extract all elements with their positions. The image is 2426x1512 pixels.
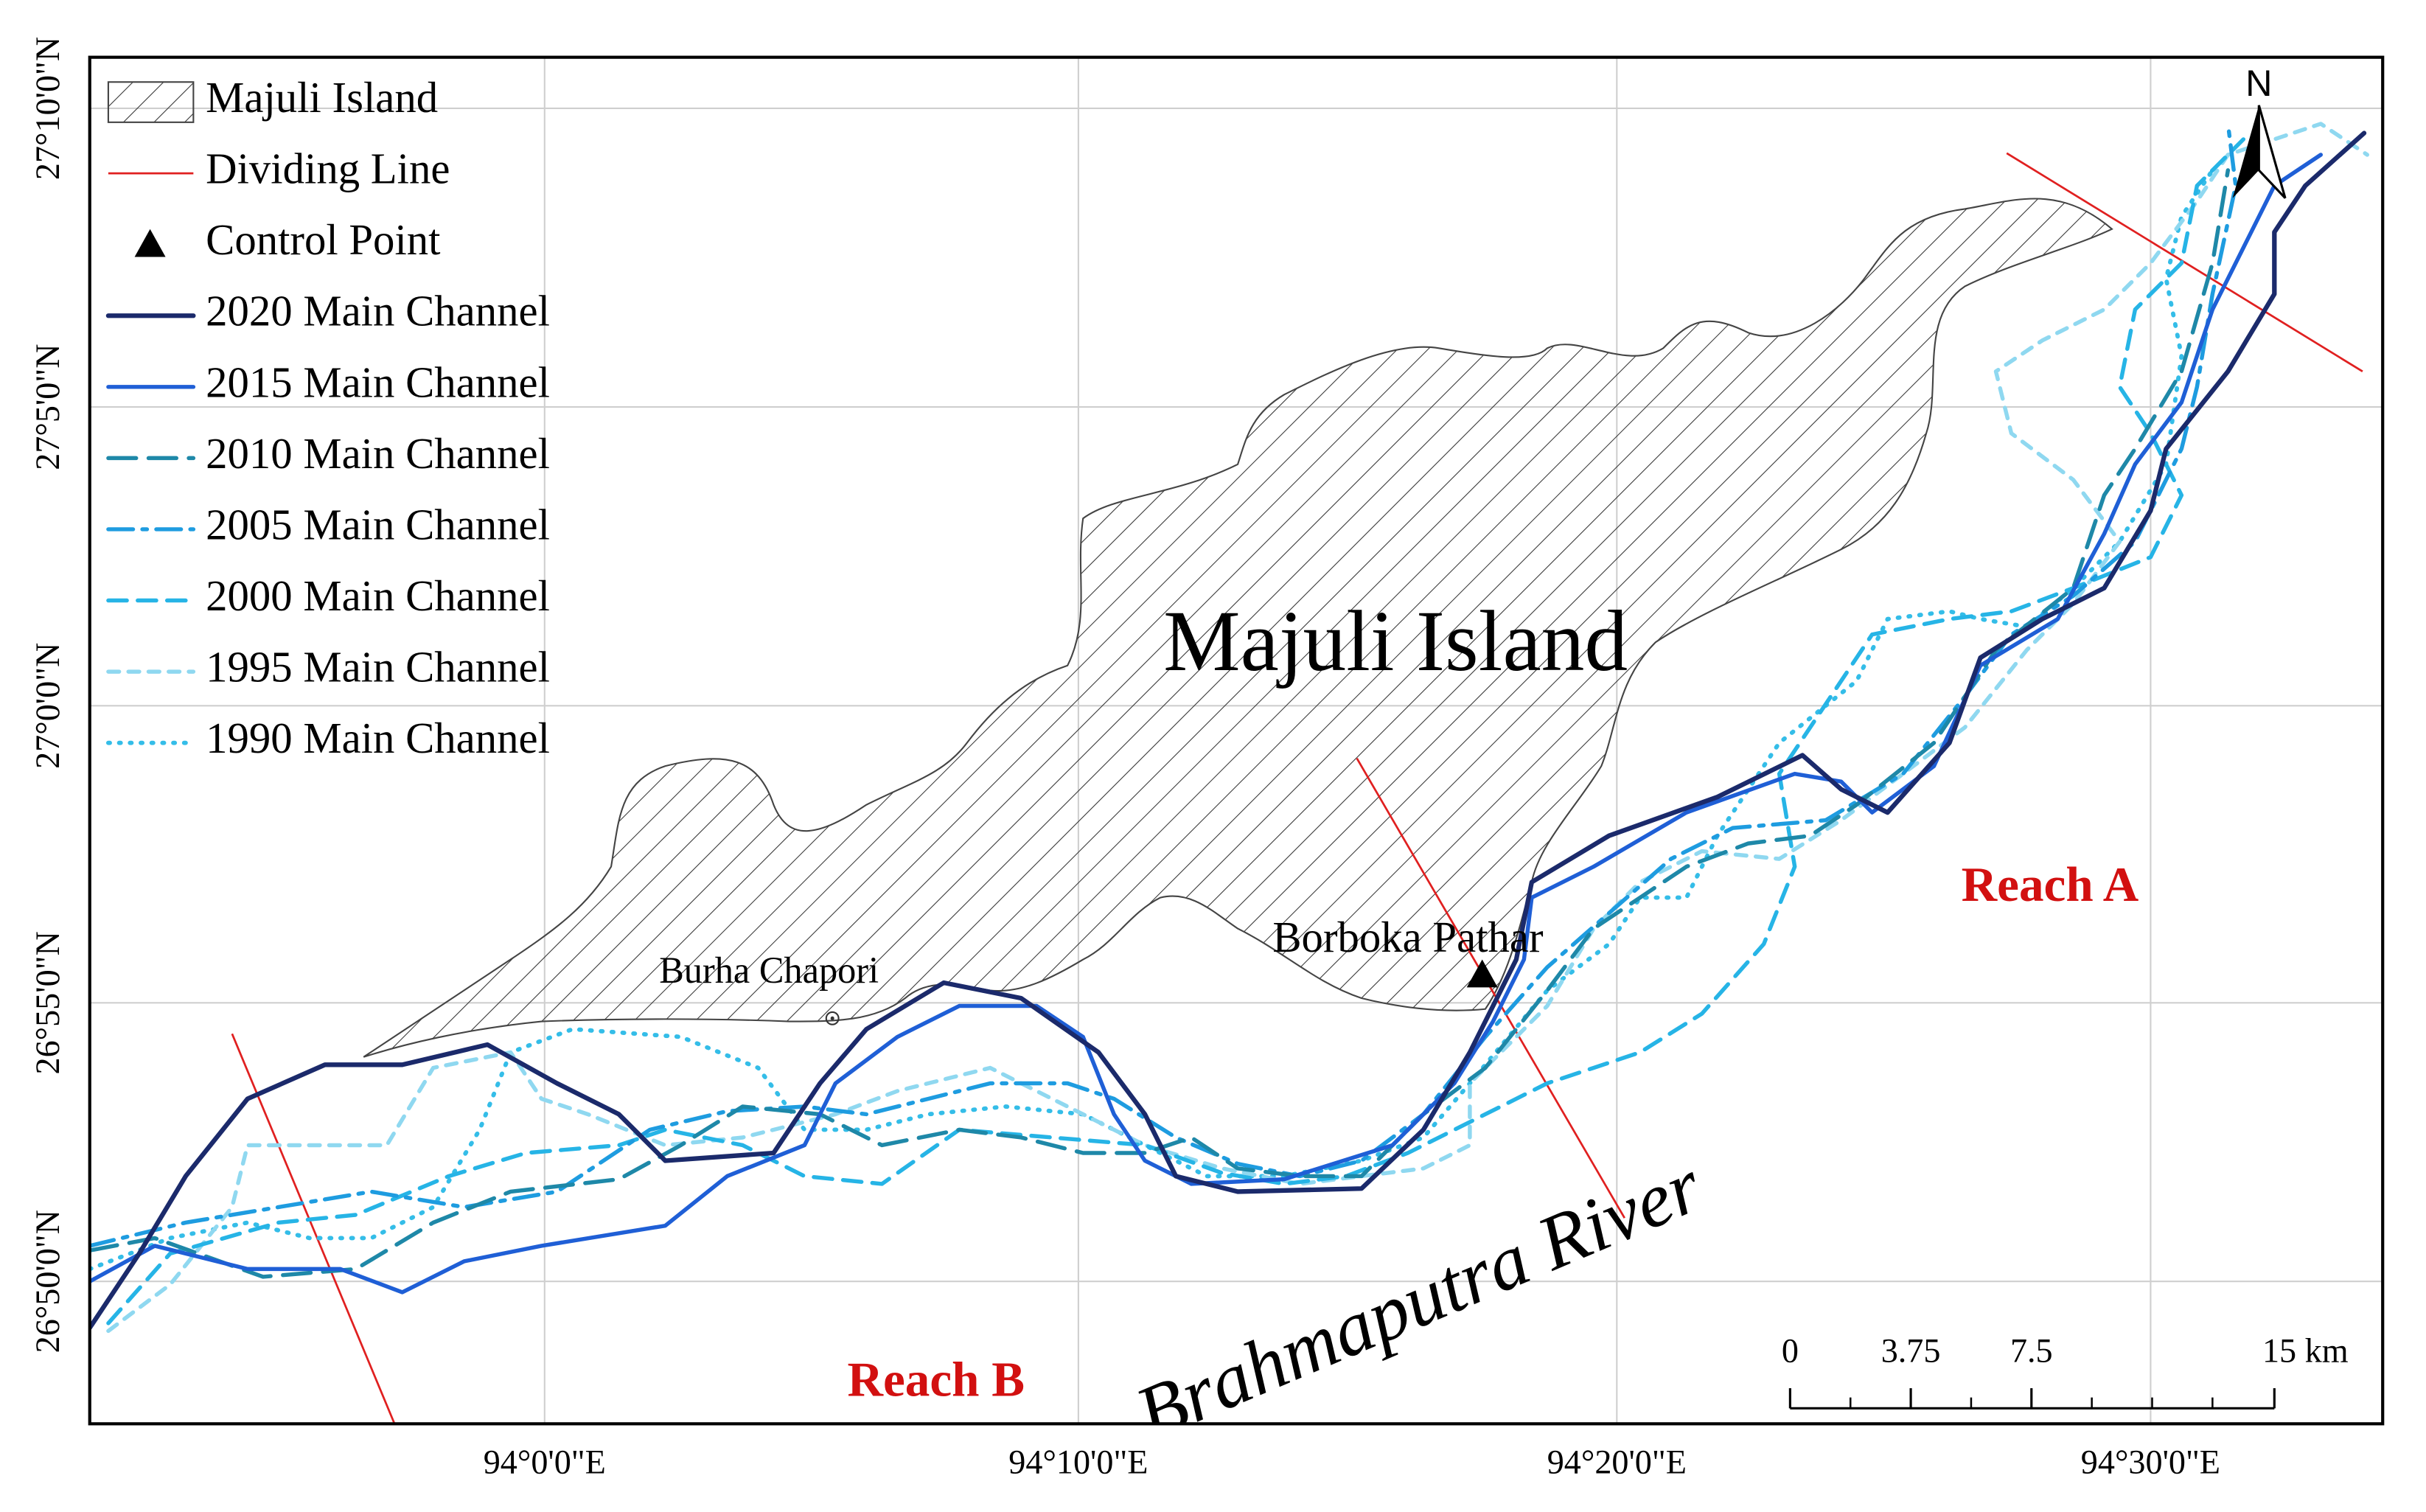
- legend: Majuli Island Dividing Line Control Poin…: [105, 74, 550, 762]
- place-label: Borboka Pathar: [1272, 913, 1544, 961]
- location-marker: [825, 1011, 840, 1025]
- reach-label: Reach B: [848, 1352, 1025, 1407]
- legend-label: Control Point: [206, 216, 440, 264]
- channel-2010: [89, 168, 2231, 1279]
- legend-label: 1995 Main Channel: [206, 644, 550, 691]
- scale-label: 7.5: [2010, 1331, 2053, 1369]
- map-frame: [88, 55, 2385, 1426]
- channel-2005: [89, 122, 2238, 1248]
- legend-label: 1990 Main Channel: [206, 714, 550, 762]
- lon-label: 94°20'0"E: [1547, 1443, 1687, 1481]
- majuli-island: [363, 198, 2113, 1058]
- legend-label: 2000 Main Channel: [206, 572, 550, 620]
- scale-label: 15 km: [2262, 1331, 2349, 1369]
- legend-label: 2020 Main Channel: [206, 288, 550, 335]
- legend-label: 2005 Main Channel: [206, 501, 550, 548]
- lat-label: 26°55'0"N: [29, 931, 66, 1074]
- legend-label: 2015 Main Channel: [206, 358, 550, 406]
- place-label: Burha Chapori: [659, 950, 879, 991]
- lat-label: 27°0'0"N: [29, 643, 66, 769]
- dividing-line: [2006, 152, 2363, 372]
- channel-2020: [89, 130, 2367, 1331]
- dividing-line: [1356, 757, 1625, 1219]
- lon-label: 94°10'0"E: [1008, 1443, 1148, 1481]
- lon-label: 94°0'0"E: [484, 1443, 606, 1481]
- control-point: [1466, 959, 1498, 988]
- channel-1995: [106, 122, 2369, 1334]
- island-label: Majuli Island: [1163, 593, 1628, 689]
- scale-label: 3.75: [1881, 1331, 1941, 1369]
- scale-label: 0: [1782, 1331, 1799, 1369]
- north-label: N: [2245, 62, 2272, 104]
- channel-2000: [106, 137, 2246, 1325]
- legend-label: Majuli Island: [206, 74, 438, 122]
- scale-bar: 0 3.75 7.5 15 km: [1782, 1331, 2349, 1410]
- location-marker: [830, 1016, 834, 1020]
- lon-label: 94°30'0"E: [2081, 1443, 2220, 1481]
- legend-label: 2010 Main Channel: [206, 430, 550, 478]
- latitude-labels: 27°10'0"N 27°5'0"N 27°0'0"N 26°55'0"N 26…: [29, 37, 66, 1354]
- longitude-labels: 94°0'0"E 94°10'0"E 94°20'0"E 94°30'0"E: [484, 1443, 2220, 1481]
- lat-label: 27°10'0"N: [29, 37, 66, 180]
- lat-label: 26°50'0"N: [29, 1210, 66, 1353]
- dividing-line: [231, 1033, 396, 1424]
- reach-label: Reach A: [1962, 857, 2139, 912]
- lat-label: 27°5'0"N: [29, 344, 66, 470]
- channel-2015: [89, 153, 2324, 1295]
- legend-label: Dividing Line: [206, 145, 450, 193]
